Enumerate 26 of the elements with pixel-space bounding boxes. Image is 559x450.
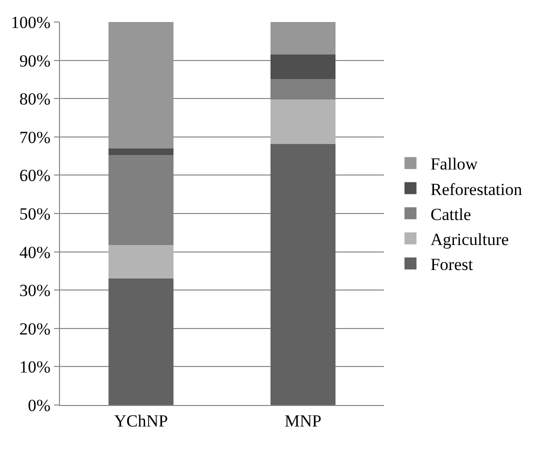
y-tick-label: 40% [19, 242, 51, 262]
y-tick-label: 80% [19, 90, 51, 109]
legend-label: Forest [430, 255, 474, 274]
bar [270, 144, 336, 405]
y-tick-label: 50% [19, 204, 51, 224]
bar [270, 22, 336, 55]
x-tick-label: MNP [284, 411, 322, 430]
y-tick-label: 90% [19, 51, 51, 70]
y-tick-label: 100% [10, 12, 51, 32]
legend-label: Fallow [430, 154, 478, 174]
y-tick-label: 30% [19, 281, 51, 300]
y-tick-label: 70% [19, 128, 51, 147]
bar [108, 278, 174, 405]
y-tick-label: 20% [19, 319, 51, 338]
y-tick-label: 60% [19, 166, 51, 186]
legend-label: Reforestation [430, 180, 523, 199]
bar [270, 54, 336, 80]
legend-label: Agriculture [430, 230, 509, 249]
bar [108, 22, 174, 148]
x-tick-label: YChNP [114, 411, 168, 430]
y-tick-label: 0% [28, 396, 51, 415]
bar [270, 99, 336, 144]
legend-label: Cattle [430, 204, 472, 224]
y-tick-label: 10% [19, 358, 51, 377]
bar [108, 148, 174, 155]
bar [108, 244, 174, 279]
